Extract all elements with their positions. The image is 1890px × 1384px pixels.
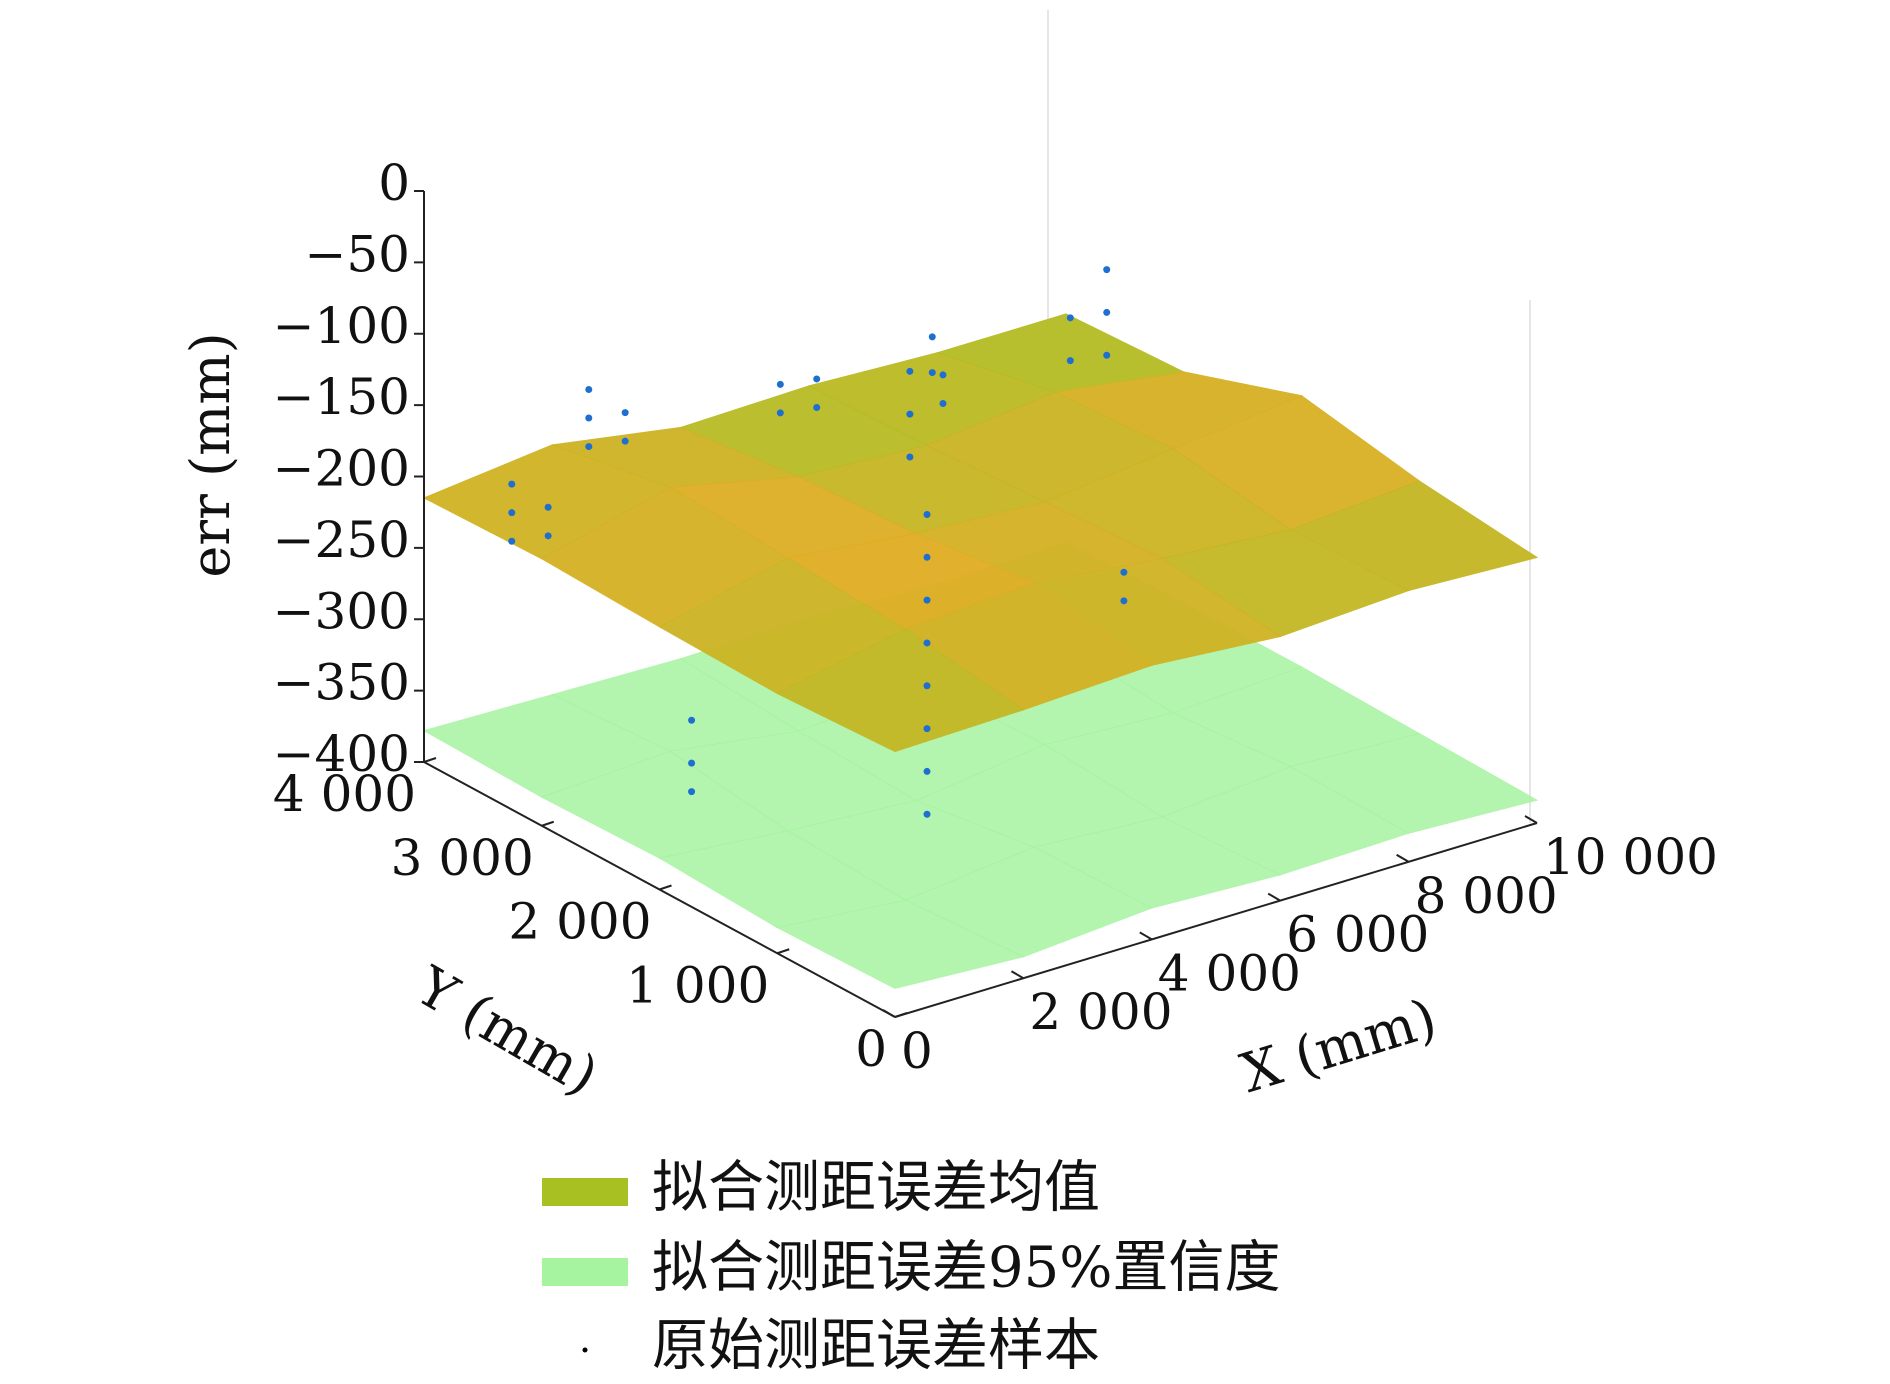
sample-point xyxy=(585,385,593,393)
y-axis-label: Y (mm) xyxy=(405,954,608,1108)
sample-point xyxy=(939,371,947,379)
sample-point xyxy=(906,410,914,418)
x-tick xyxy=(1267,892,1281,902)
sample-point xyxy=(906,367,914,375)
sample-point xyxy=(508,509,516,517)
x-axis xyxy=(894,822,1538,1018)
sample-point xyxy=(1103,266,1111,274)
sample-point xyxy=(621,409,629,417)
sample-point xyxy=(923,553,931,561)
y-tick xyxy=(423,757,437,763)
legend-swatch xyxy=(542,1258,628,1286)
legend-label: 拟合测距误差95%置信度 xyxy=(652,1236,1280,1301)
sample-point xyxy=(1120,597,1128,605)
sample-point xyxy=(923,767,931,775)
sample-point xyxy=(544,503,552,511)
x-tick-label: 8 000 xyxy=(1415,867,1558,925)
legend-label: 拟合测距误差均值 xyxy=(652,1156,1100,1221)
z-tick-label: −100 xyxy=(273,297,410,355)
legend-swatch xyxy=(542,1178,628,1206)
x-axis-label: X (mm) xyxy=(1234,986,1444,1105)
x-tick-label: 0 xyxy=(901,1022,933,1080)
sample-point xyxy=(939,399,947,407)
sample-point xyxy=(508,537,516,545)
plot-area xyxy=(422,266,1539,989)
sample-point xyxy=(906,453,914,461)
legend-label: 原始测距误差样本 xyxy=(652,1314,1100,1379)
sample-point xyxy=(585,414,593,422)
y-tick xyxy=(659,884,672,891)
z-tick-label: 0 xyxy=(378,154,410,212)
x-tick-label: 4 000 xyxy=(1158,944,1301,1002)
sample-point xyxy=(688,788,696,796)
sample-point xyxy=(923,810,931,818)
sample-point xyxy=(1066,314,1074,322)
sample-point xyxy=(621,437,629,445)
sample-point xyxy=(923,510,931,518)
z-tick-label: −200 xyxy=(273,440,410,498)
sample-point xyxy=(928,369,936,377)
y-tick-label: 4 000 xyxy=(273,765,416,823)
sample-point xyxy=(923,682,931,690)
x-tick-label: 6 000 xyxy=(1286,906,1429,964)
z-tick-label: −300 xyxy=(273,582,410,640)
sample-point xyxy=(923,639,931,647)
x-tick xyxy=(1524,815,1538,824)
sample-point xyxy=(1103,351,1111,359)
y-tick xyxy=(776,948,790,955)
y-tick-label: 2 000 xyxy=(508,893,651,951)
z-tick-label: −350 xyxy=(273,654,410,712)
y-tick-label: 1 000 xyxy=(626,956,769,1014)
x-tick xyxy=(1139,931,1153,941)
sample-point xyxy=(1103,308,1111,316)
sample-point xyxy=(928,333,936,341)
sample-point xyxy=(776,409,784,417)
sample-point xyxy=(923,725,931,733)
z-tick-label: −150 xyxy=(273,368,410,426)
sample-point xyxy=(813,403,821,411)
sample-point xyxy=(544,532,552,540)
x-tick xyxy=(1010,970,1024,980)
legend-swatch xyxy=(582,1347,588,1353)
sample-point xyxy=(813,375,821,383)
x-tick-label: 10 000 xyxy=(1543,828,1718,886)
surface-patch xyxy=(776,628,1025,753)
z-tick-label: −250 xyxy=(273,511,410,569)
y-tick xyxy=(541,820,555,827)
x-tick xyxy=(882,1009,896,1018)
sample-point xyxy=(1066,357,1074,365)
y-tick xyxy=(894,1012,908,1018)
sample-point xyxy=(776,380,784,388)
sample-point xyxy=(508,480,516,488)
z-tick-label: −50 xyxy=(304,225,410,283)
sample-point xyxy=(688,716,696,724)
sample-point xyxy=(585,443,593,451)
sample-point xyxy=(1120,568,1128,576)
x-tick-label: 2 000 xyxy=(1029,983,1172,1041)
z-axis-label: err (mm) xyxy=(179,332,242,577)
sample-point xyxy=(688,759,696,767)
y-tick-label: 0 xyxy=(855,1020,887,1078)
y-tick-label: 3 000 xyxy=(391,829,534,887)
x-tick xyxy=(1396,853,1410,863)
z-tick-label: −400 xyxy=(273,725,410,783)
surface-patch xyxy=(775,899,1025,989)
sample-point xyxy=(923,596,931,604)
